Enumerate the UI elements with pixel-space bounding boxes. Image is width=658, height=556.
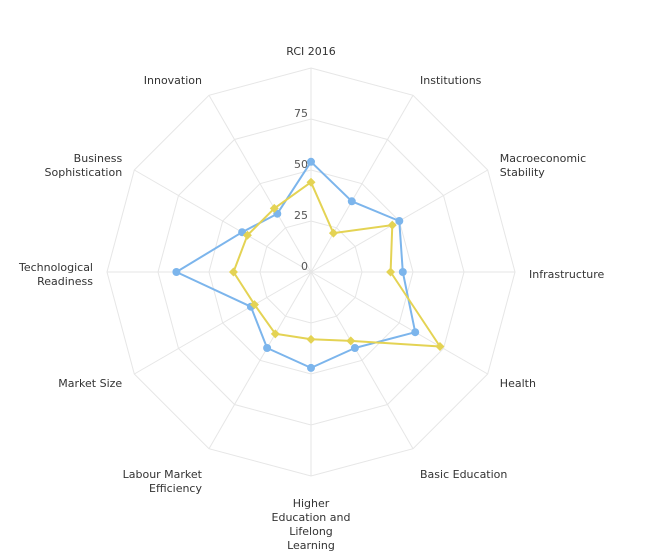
axis-labels: RCI 2016 Institutions Macroeconomic Stabili…	[18, 45, 605, 552]
data-point[interactable]	[249, 300, 259, 310]
series-1	[172, 157, 420, 372]
axis-label: Institutions	[420, 74, 482, 87]
axis-label: Health	[500, 377, 536, 390]
grid-ring	[259, 220, 363, 324]
data-point[interactable]	[228, 267, 238, 277]
axis-label-line: Technological	[18, 261, 93, 274]
axis-label-line: Stability	[500, 166, 546, 179]
axis-label: Business Sophistication	[45, 152, 123, 179]
axis-label-line: Innovation	[144, 74, 202, 87]
axis-label-line: Business	[74, 152, 123, 165]
series-line	[232, 181, 441, 348]
radial-tick-labels: 0 25 50 75	[294, 107, 308, 273]
data-point[interactable]	[435, 341, 445, 351]
data-point[interactable]	[263, 344, 272, 352]
data-point[interactable]	[242, 230, 252, 240]
axis-label: Technological Readiness	[18, 261, 93, 288]
data-point[interactable]	[347, 197, 356, 206]
data-point[interactable]	[307, 157, 315, 166]
data-point[interactable]	[328, 228, 338, 238]
data-point[interactable]	[269, 203, 279, 213]
axis-label-line: Health	[500, 377, 536, 390]
axis-label: Higher Education and Lifelong Learning	[272, 497, 351, 552]
axis-label: Innovation	[144, 74, 202, 87]
axis-label: RCI 2016	[286, 45, 336, 58]
axis-label-line: Institutions	[420, 74, 482, 87]
axis-label-line: Efficiency	[149, 482, 202, 495]
radial-tick-label: 50	[294, 158, 308, 171]
axis-label-line: Lifelong	[289, 525, 333, 538]
data-point[interactable]	[387, 220, 397, 230]
axis-label-line: RCI 2016	[286, 45, 336, 58]
axis-label-line: Learning	[287, 539, 335, 552]
data-point[interactable]	[306, 334, 316, 344]
series-layer	[172, 157, 445, 372]
grid-ring	[106, 67, 516, 477]
axis-label-line: Higher	[293, 497, 330, 510]
axis-label-line: Market Size	[58, 377, 122, 390]
axis-label: Infrastructure	[529, 268, 605, 281]
axis-label: Labour Market Efficiency	[123, 468, 203, 495]
data-point[interactable]	[398, 268, 407, 276]
axis-label: Macroeconomic Stability	[500, 152, 586, 179]
series-2	[228, 177, 445, 351]
axis-label-line: Macroeconomic	[500, 152, 586, 165]
axis-label-line: Basic Education	[420, 468, 507, 481]
data-point[interactable]	[346, 336, 356, 346]
axis-label-line: Readiness	[37, 275, 93, 288]
axis-label: Market Size	[58, 377, 122, 390]
grid-ring	[157, 118, 465, 426]
data-point[interactable]	[270, 329, 280, 339]
axis-label-line: Education and	[272, 511, 351, 524]
radial-tick-label: 25	[294, 209, 308, 222]
radial-tick-label: 75	[294, 107, 308, 120]
data-point[interactable]	[307, 363, 315, 372]
axis-label-line: Sophistication	[45, 166, 123, 179]
data-point[interactable]	[350, 344, 359, 352]
data-point[interactable]	[386, 267, 396, 277]
radial-tick-label: 0	[301, 260, 308, 273]
axis-label-line: Labour Market	[123, 468, 203, 481]
axis-label-line: Infrastructure	[529, 268, 605, 281]
data-point[interactable]	[172, 268, 181, 276]
data-point[interactable]	[306, 177, 316, 187]
grid-layer	[106, 67, 516, 477]
data-point[interactable]	[411, 328, 420, 337]
data-point[interactable]	[395, 217, 404, 225]
axis-label: Basic Education	[420, 468, 507, 481]
